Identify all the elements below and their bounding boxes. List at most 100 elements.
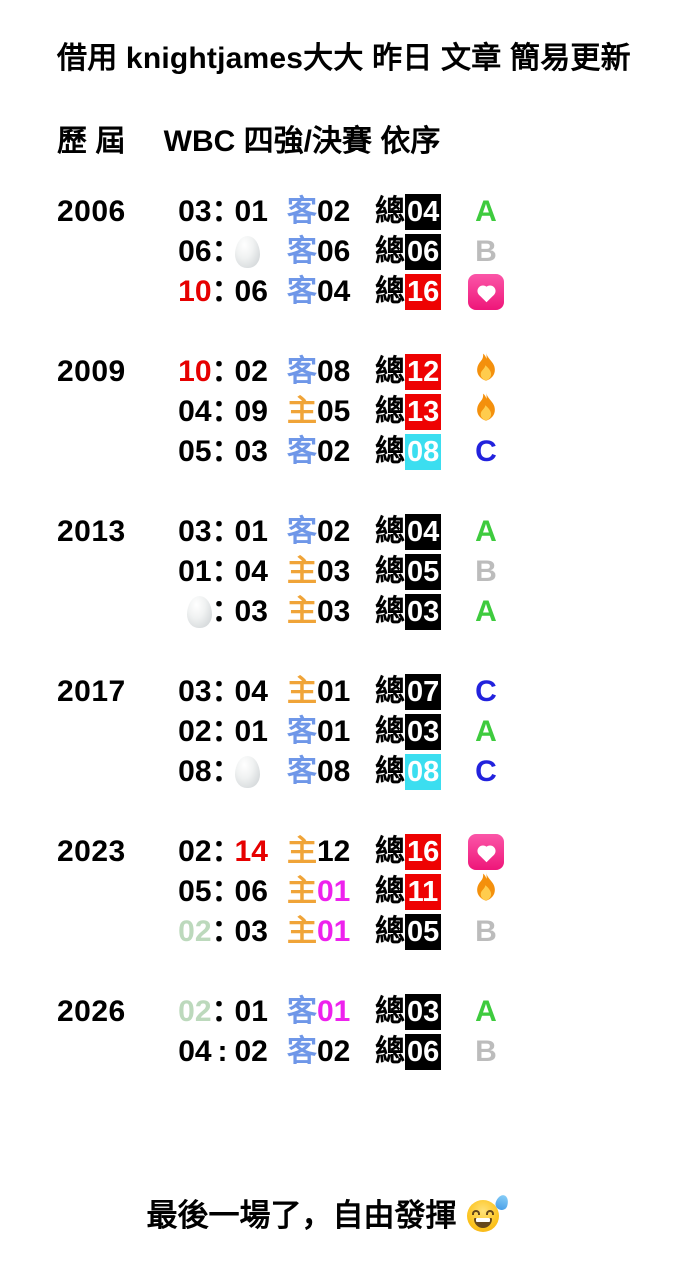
result-letter: A xyxy=(475,715,497,748)
result-letter: B xyxy=(475,915,497,948)
total-number-box: 07 xyxy=(405,674,442,710)
total-cell: 總 12 xyxy=(375,352,463,392)
venue-char: 客 xyxy=(287,435,317,468)
result-cell: C xyxy=(463,672,509,712)
venue-cell: 客08 xyxy=(287,752,375,792)
total-label: 總 xyxy=(375,595,405,628)
match-row: 10： 06 客04 總 16 xyxy=(0,272,509,312)
smiley-eye-left xyxy=(471,1210,480,1215)
score-colon: ： xyxy=(211,755,242,788)
total-cell: 總 13 xyxy=(375,392,463,432)
score-colon: ： xyxy=(211,715,242,748)
venue-number: 02 xyxy=(317,1035,351,1068)
score-cell: 04:02 xyxy=(168,1032,287,1072)
match-row: 05： 06 主01 總 11 xyxy=(0,870,509,915)
venue-char: 客 xyxy=(287,995,317,1028)
result-cell: B xyxy=(463,232,509,272)
venue-char: 客 xyxy=(287,755,317,788)
venue-cell: 主03 xyxy=(287,592,375,632)
smiley-mouth xyxy=(473,1218,492,1228)
result-letter: C xyxy=(475,675,497,708)
venue-number: 12 xyxy=(317,835,351,868)
venue-number: 02 xyxy=(317,435,351,468)
score-colon: ： xyxy=(211,235,242,268)
result-cell: A xyxy=(463,512,509,552)
match-row: 02： 01 客01 總 03 A xyxy=(0,712,509,752)
total-number-box: 03 xyxy=(405,594,442,630)
venue-number: 01 xyxy=(317,715,351,748)
score-right: 02 xyxy=(234,355,268,388)
year-section: 2009 10： 02 客08 總 12 04： 09 主05 總 13 05： 03 客02 總 08 C xyxy=(0,350,509,472)
fire-emoji xyxy=(469,870,503,915)
result-cell: A xyxy=(463,192,509,232)
venue-cell: 客01 xyxy=(287,712,375,752)
match-row: 2009 10： 02 客08 總 12 xyxy=(0,350,509,395)
total-label: 總 xyxy=(375,395,405,428)
result-cell: C xyxy=(463,432,509,472)
score-colon: ： xyxy=(211,515,242,548)
venue-char: 客 xyxy=(287,515,317,548)
score-colon: ： xyxy=(211,195,242,228)
total-label: 總 xyxy=(375,915,405,948)
section-heading: 歷 屆 WBC 四強/決賽 依序 xyxy=(57,125,441,158)
score-right: 01 xyxy=(234,515,268,548)
sweat-smile-emoji xyxy=(466,1193,510,1233)
score-right-slot xyxy=(234,236,287,268)
total-cell: 總 06 xyxy=(375,232,463,272)
venue-char: 主 xyxy=(287,675,317,708)
total-cell: 總 07 xyxy=(375,672,463,712)
total-label: 總 xyxy=(375,995,405,1028)
result-letter: B xyxy=(475,235,497,268)
fire-emoji xyxy=(469,390,503,435)
venue-number: 06 xyxy=(317,235,351,268)
result-letter: B xyxy=(475,1035,497,1068)
venue-number: 02 xyxy=(317,515,351,548)
score-colon: ： xyxy=(211,995,242,1028)
venue-char: 客 xyxy=(287,235,317,268)
result-letter: C xyxy=(475,435,497,468)
score-cell: 02： 01 xyxy=(168,712,287,752)
score-cell: 04： 09 xyxy=(168,392,287,432)
venue-cell: 主03 xyxy=(287,552,375,592)
score-cell: 05： 06 xyxy=(168,872,287,912)
heart-shape xyxy=(478,846,495,863)
score-cell: 02： 03 xyxy=(168,912,287,952)
total-number-box: 11 xyxy=(405,874,441,910)
total-number-box: 13 xyxy=(405,394,442,430)
heart-decoration-emoji xyxy=(468,834,504,870)
result-cell: B xyxy=(463,1032,509,1072)
total-cell: 總 03 xyxy=(375,992,463,1032)
score-cell: ： 03 xyxy=(168,592,287,632)
venue-number: 02 xyxy=(317,195,351,228)
year-label: 2023 xyxy=(57,835,126,868)
score-right: 14 xyxy=(234,835,268,868)
score-left: 01 xyxy=(178,555,212,588)
total-number-box: 05 xyxy=(405,554,442,590)
result-letter: A xyxy=(475,995,497,1028)
score-right: 04 xyxy=(234,555,268,588)
total-label: 總 xyxy=(375,515,405,548)
match-row: ： 03 主03 總 03 A xyxy=(0,592,509,632)
score-right: 01 xyxy=(234,995,268,1028)
total-number-box: 06 xyxy=(405,1034,442,1070)
egg-emoji xyxy=(234,236,260,268)
score-right: 02 xyxy=(234,1035,268,1068)
result-cell: A xyxy=(463,712,509,752)
venue-char: 主 xyxy=(287,915,317,948)
result-letter: C xyxy=(475,755,497,788)
total-number-box: 04 xyxy=(405,514,442,550)
result-cell: B xyxy=(463,552,509,592)
match-row: 2013 03： 01 客02 總 04 A xyxy=(0,512,509,552)
match-row: 08：客08 總 08 C xyxy=(0,752,509,792)
score-colon: ： xyxy=(211,835,242,868)
total-label: 總 xyxy=(375,355,405,388)
venue-char: 主 xyxy=(287,835,317,868)
total-cell: 總 08 xyxy=(375,432,463,472)
total-number-box: 03 xyxy=(405,994,442,1030)
result-cell xyxy=(463,834,509,870)
venue-cell: 主01 xyxy=(287,672,375,712)
result-cell xyxy=(463,350,509,395)
total-cell: 總 06 xyxy=(375,1032,463,1072)
match-row: 04： 09 主05 總 13 xyxy=(0,390,509,435)
score-left: 08 xyxy=(178,755,212,788)
